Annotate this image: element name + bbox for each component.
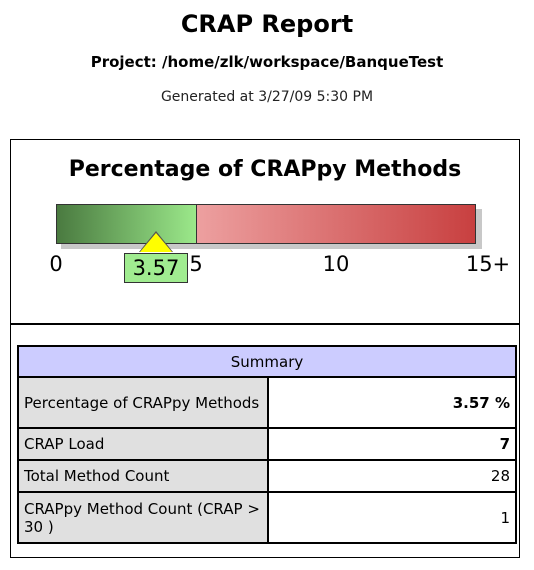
report-title: CRAP Report (180, 10, 354, 38)
summary-value: 3.57 % (267, 376, 517, 429)
panel-divider (11, 323, 519, 325)
project-path: Project: /home/zlk/workspace/BanqueTest (90, 53, 444, 71)
gauge-bar (56, 204, 476, 244)
summary-label: CRAPpy Method Count (CRAP > 30 ) (17, 491, 269, 544)
table-row: Percentage of CRAPpy Methods 3.57 % (17, 376, 517, 429)
gauge-title: Percentage of CRAPpy Methods (68, 157, 462, 182)
summary-label: Percentage of CRAPpy Methods (17, 376, 269, 429)
gauge-tick-5: 5 (189, 252, 203, 276)
gauge-tick-0: 0 (49, 252, 63, 276)
report-panel: Percentage of CRAPpy Methods 0 5 10 15+ … (10, 139, 520, 558)
gauge-tick-15: 15+ (465, 252, 511, 276)
gauge-marker-triangle-icon (139, 233, 172, 252)
summary-label: CRAP Load (17, 427, 269, 461)
generated-timestamp: Generated at 3/27/09 5:30 PM (160, 89, 374, 105)
summary-label: Total Method Count (17, 459, 269, 493)
table-row: CRAPpy Method Count (CRAP > 30 ) 1 (17, 491, 517, 544)
table-row: CRAP Load 7 (17, 427, 517, 461)
summary-value: 7 (267, 427, 517, 461)
gauge-good-segment (57, 205, 197, 243)
gauge-tick-10: 10 (322, 252, 350, 276)
summary-table: Summary Percentage of CRAPpy Methods 3.5… (17, 345, 517, 544)
summary-value: 28 (267, 459, 517, 493)
table-row: Total Method Count 28 (17, 459, 517, 493)
summary-value: 1 (267, 491, 517, 544)
summary-heading: Summary (17, 345, 517, 378)
gauge-value-label: 3.57 (123, 253, 188, 283)
